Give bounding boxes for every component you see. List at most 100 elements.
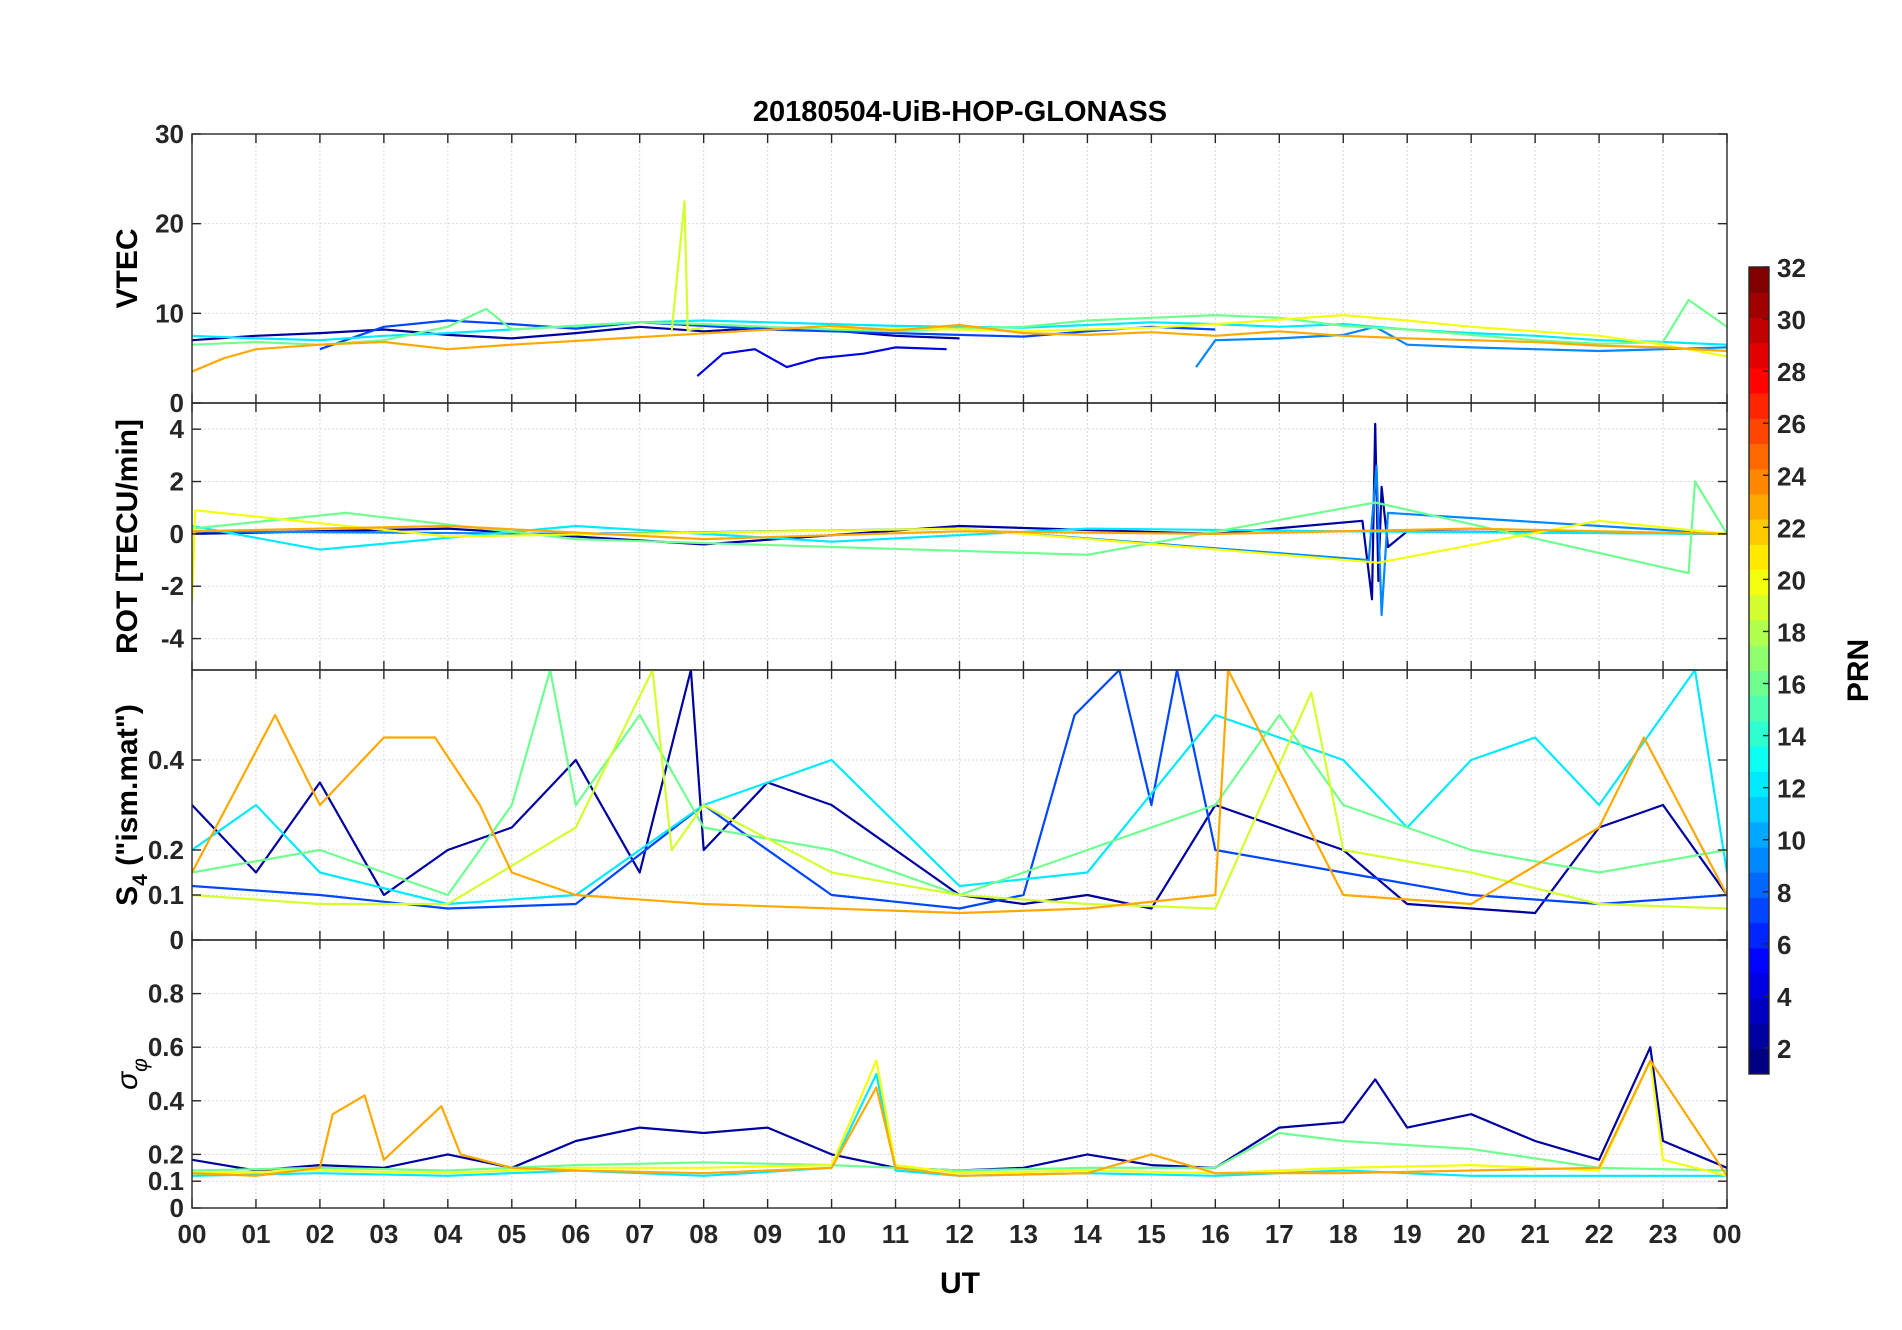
series-group bbox=[192, 200, 1727, 377]
panel-4: 00.10.2 0.4 0.6 0.8 σφ bbox=[111, 939, 1728, 1223]
colorbar-segment bbox=[1749, 796, 1769, 823]
colorbar-segment bbox=[1749, 317, 1769, 344]
panel-2: -4 -2 0 2 4 ROT [TECU/min] bbox=[111, 402, 1728, 671]
colorbar-segment bbox=[1749, 720, 1769, 747]
y-tick-label: 20 bbox=[155, 209, 184, 239]
y-tick-label: 0.4 bbox=[148, 1086, 185, 1116]
y-axis-label: ROT [TECU/min] bbox=[111, 419, 144, 654]
colorbar-tick-label: 6 bbox=[1777, 930, 1791, 960]
colorbar-segment bbox=[1749, 998, 1769, 1025]
colorbar-segment bbox=[1749, 342, 1769, 369]
colorbar-segment bbox=[1749, 519, 1769, 545]
series-line-prn-12 bbox=[192, 670, 1727, 906]
series-line-prn-16 bbox=[192, 1131, 1727, 1172]
colorbar-segment bbox=[1749, 468, 1769, 495]
colorbar-segment bbox=[1749, 695, 1769, 722]
colorbar-tick-label: 2 bbox=[1777, 1034, 1791, 1064]
series-line-prn-12 bbox=[192, 319, 1727, 346]
y-axis-label: VTEC bbox=[111, 228, 144, 308]
y-tick-label: 0.8 bbox=[148, 979, 184, 1009]
x-tick-label: 18 bbox=[1329, 1219, 1358, 1249]
y-tick-label: 0 bbox=[170, 519, 184, 549]
y-tick-label: -2 bbox=[161, 571, 184, 601]
colorbar-segment bbox=[1749, 569, 1769, 596]
colorbar-segment bbox=[1749, 947, 1769, 974]
colorbar-tick-label: 8 bbox=[1777, 878, 1791, 908]
y-tick-label: 0.2 bbox=[148, 1139, 184, 1169]
y-tick-label: 0.1 bbox=[148, 1166, 184, 1196]
colorbar-segment bbox=[1749, 897, 1769, 924]
x-tick-label: 21 bbox=[1521, 1219, 1550, 1249]
series-line-prn-19 bbox=[670, 200, 704, 333]
x-tick-label: 04 bbox=[433, 1219, 462, 1249]
colorbar-label: PRN bbox=[1842, 639, 1875, 702]
colorbar-segment bbox=[1749, 746, 1769, 772]
colorbar-tick-label: 4 bbox=[1777, 982, 1792, 1012]
series-line-prn-19 bbox=[192, 670, 1727, 910]
colorbar-tick-label: 14 bbox=[1777, 722, 1806, 752]
x-tick-label: 10 bbox=[817, 1219, 846, 1249]
colorbar-segment bbox=[1749, 973, 1769, 999]
x-tick-label: 02 bbox=[305, 1219, 334, 1249]
y-tick-label: 0.2 bbox=[148, 835, 184, 865]
y-axis-label: S4 ("ism.mat") bbox=[111, 704, 152, 906]
colorbar-tick-label: 18 bbox=[1777, 617, 1806, 647]
y-tick-label: 0 bbox=[170, 388, 184, 418]
colorbar-tick-label: 30 bbox=[1777, 305, 1806, 335]
series-line-prn-16 bbox=[192, 480, 1727, 575]
x-tick-label: 00 bbox=[178, 1219, 207, 1249]
x-tick-label: 01 bbox=[241, 1219, 270, 1249]
x-tick-label: 17 bbox=[1265, 1219, 1294, 1249]
y-tick-label: 0 bbox=[170, 925, 184, 955]
x-tick-label: 00 bbox=[1713, 1219, 1742, 1249]
y-tick-label: 0.6 bbox=[148, 1032, 184, 1062]
x-tick-label: 15 bbox=[1137, 1219, 1166, 1249]
series-line-prn-20 bbox=[831, 314, 1727, 358]
x-tick-label: 09 bbox=[753, 1219, 782, 1249]
series-line-prn-23 bbox=[192, 670, 1727, 915]
series-line-prn-2 bbox=[192, 1046, 1727, 1172]
series-line-prn-7 bbox=[192, 670, 1727, 910]
colorbar-segment bbox=[1749, 594, 1769, 621]
colorbar-segment bbox=[1749, 393, 1769, 419]
series-line-prn-12 bbox=[192, 1072, 1727, 1177]
series-line-prn-2 bbox=[192, 422, 1727, 601]
colorbar-segment bbox=[1749, 847, 1769, 873]
colorbar-tick-label: 22 bbox=[1777, 513, 1806, 543]
colorbar-segment bbox=[1749, 443, 1769, 470]
colorbar-segment bbox=[1749, 1023, 1769, 1050]
colorbar-segment bbox=[1749, 493, 1769, 520]
x-tick-label: 20 bbox=[1457, 1219, 1486, 1249]
x-tick-label: 16 bbox=[1201, 1219, 1230, 1249]
y-tick-label: 2 bbox=[170, 467, 184, 497]
colorbar-segment bbox=[1749, 771, 1769, 798]
series-line-prn-2 bbox=[192, 670, 1727, 915]
colorbar-tick-label: 32 bbox=[1777, 253, 1806, 283]
colorbar-segment bbox=[1749, 670, 1769, 697]
colorbar-tick-label: 24 bbox=[1777, 461, 1806, 491]
series-line-prn-16 bbox=[192, 670, 1727, 897]
colorbar-segment bbox=[1749, 267, 1769, 293]
series-line-prn-4 bbox=[696, 346, 947, 377]
x-tick-label: 12 bbox=[945, 1219, 974, 1249]
y-tick-label: 10 bbox=[155, 298, 184, 328]
colorbar-frame bbox=[1748, 266, 1770, 1075]
y-tick-label: 30 bbox=[155, 119, 184, 149]
colorbar-segment bbox=[1749, 645, 1769, 671]
colorbar-segment bbox=[1749, 1048, 1769, 1075]
colorbar-tick-label: 20 bbox=[1777, 565, 1806, 595]
colorbar-segment bbox=[1749, 872, 1769, 898]
y-tick-label: 4 bbox=[170, 414, 185, 444]
panel-1: 0 10 20 30 VTEC bbox=[111, 119, 1728, 418]
y-tick-label: -4 bbox=[161, 624, 185, 654]
colorbar-segment bbox=[1749, 292, 1769, 318]
x-tick-label: 14 bbox=[1073, 1219, 1102, 1249]
series-group bbox=[192, 670, 1727, 915]
x-tick-label: 05 bbox=[497, 1219, 526, 1249]
colorbar-segment bbox=[1749, 367, 1769, 394]
x-tick-label: 06 bbox=[561, 1219, 590, 1249]
colorbar-segment bbox=[1749, 620, 1769, 646]
